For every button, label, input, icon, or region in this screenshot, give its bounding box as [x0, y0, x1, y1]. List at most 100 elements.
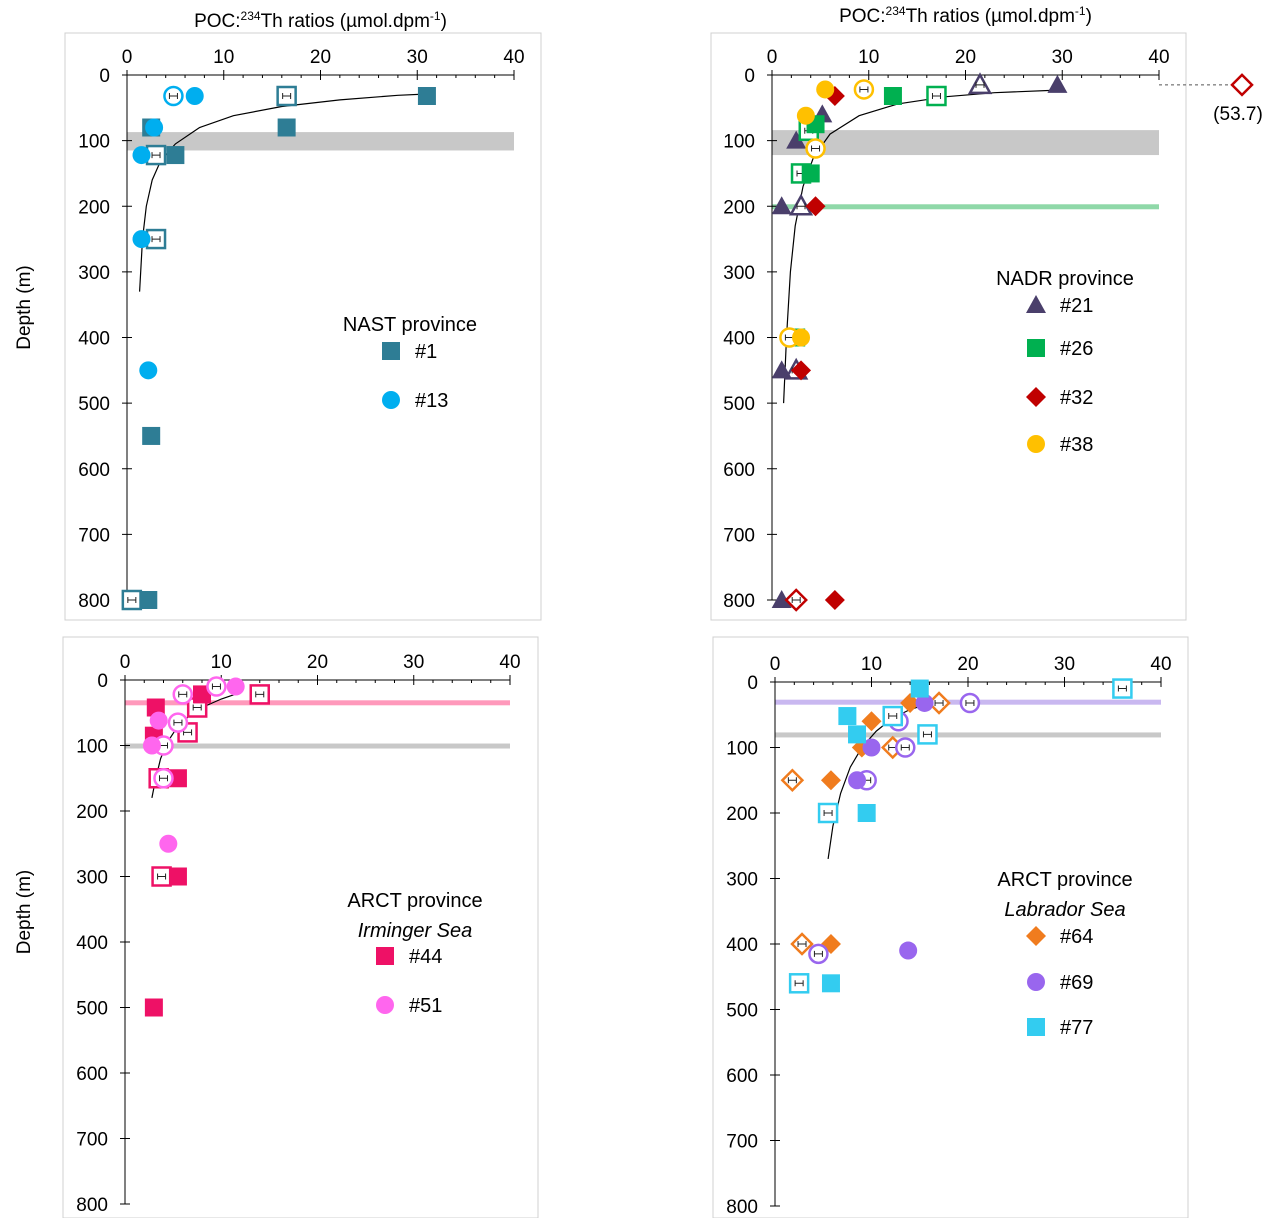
- y-tick-label: 300: [78, 263, 110, 284]
- legend-label: #77: [1060, 1017, 1093, 1039]
- legend-label: #69: [1060, 972, 1093, 994]
- x-tick-label: 20: [307, 652, 328, 673]
- y-tick-label: 200: [723, 197, 755, 218]
- data-point: [139, 591, 158, 609]
- x-tick-label: 20: [957, 654, 978, 675]
- legend-marker: [382, 391, 400, 409]
- legend-marker: [1027, 1018, 1045, 1036]
- legend-title: NADR province: [996, 268, 1134, 290]
- y-tick-label: 400: [76, 933, 108, 954]
- data-point: [838, 707, 857, 726]
- data-point: [144, 998, 163, 1017]
- legend-title: NAST province: [343, 314, 477, 336]
- legend-label: #13: [415, 390, 448, 412]
- y-tick-label: 500: [726, 1001, 758, 1022]
- data-point: [805, 196, 826, 217]
- data-point: [417, 87, 436, 105]
- x-tick-label: 40: [1150, 654, 1171, 675]
- series-38: [779, 79, 875, 348]
- x-tick-label: 20: [955, 47, 976, 68]
- legend-marker: [376, 996, 394, 1014]
- data-point: [824, 590, 845, 610]
- legend-label: #44: [409, 946, 442, 968]
- y-tick-label: 800: [78, 591, 110, 612]
- error-bar: [965, 699, 975, 706]
- fit-curve: [139, 93, 427, 292]
- data-point: [915, 693, 934, 712]
- legend-label: #32: [1060, 387, 1093, 409]
- legend-marker: [1027, 339, 1045, 357]
- y-tick-label: 0: [97, 671, 108, 692]
- error-bar: [975, 81, 985, 88]
- x-tick-label: 0: [770, 654, 781, 675]
- y-tick-label: 500: [76, 999, 108, 1020]
- legend-marker: [1026, 387, 1046, 407]
- data-point: [168, 867, 187, 886]
- error-bar: [255, 691, 265, 698]
- data-point: [132, 230, 151, 249]
- x-tick-label: 40: [499, 652, 520, 673]
- data-point: [910, 679, 929, 698]
- error-bar: [791, 597, 801, 603]
- y-tick-label: 0: [99, 66, 110, 87]
- data-point: [820, 770, 841, 791]
- error-bar: [173, 719, 183, 726]
- error-bar: [178, 691, 188, 698]
- data-point: [159, 834, 178, 853]
- data-point: [166, 146, 185, 165]
- depth-band: [125, 743, 510, 749]
- y-tick-label: 300: [723, 263, 755, 284]
- error-bar: [168, 93, 178, 99]
- y-tick-label: 500: [723, 394, 755, 415]
- x-tick-label: 10: [861, 654, 882, 675]
- legend-title: Irminger Sea: [358, 920, 473, 942]
- outlier-label: (53.7): [1213, 104, 1263, 125]
- error-bar: [151, 236, 161, 243]
- legend-marker: [1027, 435, 1045, 453]
- y-tick-label: 800: [723, 591, 755, 612]
- y-tick-label: 700: [726, 1132, 758, 1153]
- x-tick-label: 20: [310, 47, 331, 68]
- error-bar: [922, 731, 932, 738]
- y-tick-label: 800: [726, 1197, 758, 1218]
- y-tick-label: 400: [726, 935, 758, 956]
- x-tick-label: 30: [1054, 654, 1075, 675]
- error-bar: [797, 941, 807, 947]
- y-tick-label: 600: [726, 1066, 758, 1087]
- legend: NAST province #1 #13: [343, 314, 477, 412]
- error-bar: [787, 777, 797, 784]
- data-point: [900, 692, 921, 713]
- error-bar: [934, 699, 944, 706]
- data-point: [132, 146, 151, 165]
- series-1: [121, 85, 436, 611]
- series-32: [784, 86, 845, 612]
- legend-marker: [1026, 926, 1046, 946]
- error-bar: [796, 203, 806, 210]
- error-bar: [794, 980, 804, 987]
- y-tick-label: 600: [76, 1064, 108, 1085]
- data-point: [185, 87, 204, 105]
- legend-title: ARCT province: [997, 869, 1132, 891]
- data-point: [193, 685, 211, 704]
- data-point: [786, 130, 807, 149]
- error-bar: [1117, 685, 1127, 692]
- x-axis-title: POC:234Th ratios (µmol.dpm-1): [839, 4, 1092, 27]
- x-tick-label: 0: [122, 47, 133, 68]
- y-tick-label: 400: [78, 329, 110, 350]
- x-tick-label: 10: [211, 652, 232, 673]
- legend-label: #1: [415, 341, 437, 363]
- error-bar: [192, 704, 202, 711]
- y-tick-label: 200: [726, 804, 758, 825]
- x-axis-title: POC:234Th ratios (µmol.dpm-1): [194, 9, 447, 32]
- y-tick-label: 200: [76, 802, 108, 823]
- plot-frame: [710, 32, 1187, 621]
- legend-marker: [382, 342, 400, 360]
- plot-frame: [712, 636, 1189, 1218]
- error-bar: [811, 145, 821, 152]
- data-point: [771, 590, 792, 608]
- y-tick-label: 200: [78, 197, 110, 218]
- y-tick-label: 500: [78, 394, 110, 415]
- data-point: [139, 361, 158, 380]
